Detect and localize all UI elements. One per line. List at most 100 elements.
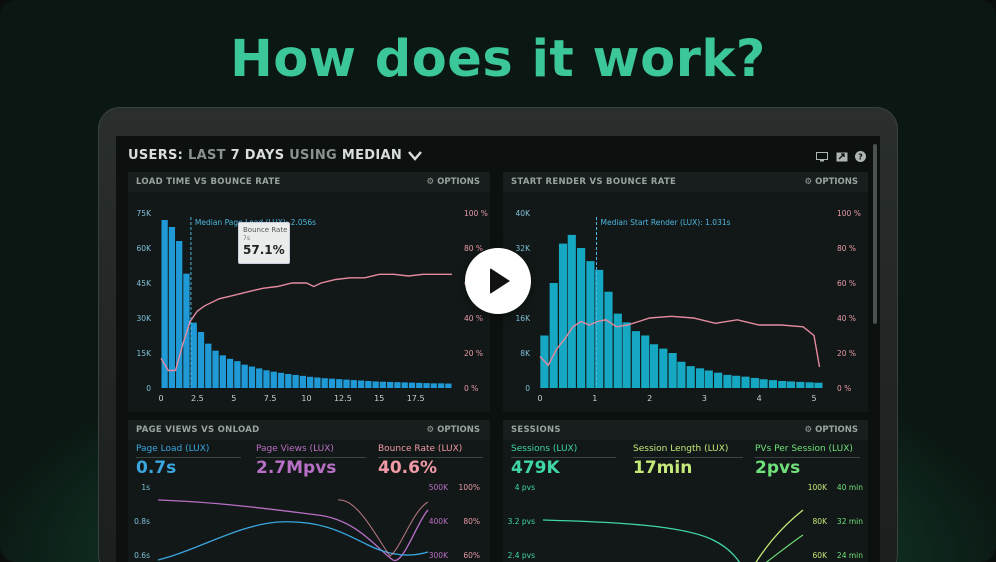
bar bbox=[759, 379, 768, 388]
monitor-icon[interactable] bbox=[816, 152, 828, 162]
title-last: LAST bbox=[188, 148, 226, 163]
metric-value: 0.7s bbox=[136, 458, 177, 478]
y2-tick: 0 % bbox=[837, 384, 851, 393]
y2-tick: 100 % bbox=[464, 209, 488, 218]
options-button[interactable]: ⚙ OPTIONS bbox=[426, 177, 480, 187]
y-tick: 100K bbox=[808, 483, 828, 492]
x-tick: 5 bbox=[231, 394, 236, 403]
y-tick: 32K bbox=[516, 244, 532, 253]
x-tick: 17.5 bbox=[407, 394, 425, 403]
bar bbox=[677, 361, 686, 388]
bar bbox=[796, 381, 805, 388]
bar bbox=[741, 376, 750, 388]
metric-value: 17min bbox=[633, 458, 693, 478]
bar bbox=[750, 377, 759, 388]
y-tick: 40K bbox=[516, 209, 532, 218]
sessions-line-chart: 4 pvs 3.2 pvs 2.4 pvs 100K 80K 60K 40 mi… bbox=[508, 483, 863, 562]
pageviews-line-chart: 1s 0.8s 0.6s 500K 400K 300K 100% 80% 60% bbox=[134, 483, 480, 561]
y-tick: 60K bbox=[813, 551, 829, 560]
y2-tick: 60 % bbox=[837, 279, 856, 288]
metric-value: 40.6% bbox=[378, 458, 437, 478]
bar bbox=[778, 381, 787, 388]
options-button[interactable]: ⚙ OPTIONS bbox=[426, 425, 480, 435]
bar bbox=[365, 381, 372, 388]
options-button[interactable]: ⚙ OPTIONS bbox=[804, 425, 858, 435]
bar bbox=[372, 381, 379, 388]
sessions-line bbox=[755, 509, 804, 562]
legend-label: Page Load (LUX) bbox=[250, 411, 311, 412]
y-tick: 0 bbox=[525, 384, 530, 393]
x-tick: 2.5 bbox=[191, 394, 204, 403]
bar bbox=[786, 381, 796, 388]
metric-label: Page Load (LUX) bbox=[136, 444, 210, 454]
title-days: 7 DAYS bbox=[230, 148, 285, 163]
expand-icon[interactable] bbox=[836, 152, 848, 162]
chart-render-vs-bounce: 40K32K24K16K8K0100 %80 %60 %40 %20 %0 %0… bbox=[516, 209, 861, 412]
y2-tick: 80 % bbox=[837, 244, 856, 253]
y-tick: 0.6s bbox=[134, 551, 150, 560]
x-tick: 3 bbox=[702, 394, 707, 403]
bar bbox=[292, 374, 299, 388]
bar bbox=[197, 332, 205, 388]
pvs-line bbox=[542, 519, 741, 562]
scrollbar[interactable] bbox=[873, 144, 877, 324]
y-tick: 40 min bbox=[837, 483, 863, 492]
bar bbox=[168, 227, 176, 388]
y-tick: 4 pvs bbox=[515, 483, 535, 492]
y2-tick: 80 % bbox=[464, 244, 483, 253]
bar bbox=[343, 379, 350, 388]
bar bbox=[379, 381, 387, 388]
bar bbox=[408, 382, 416, 388]
bar bbox=[256, 368, 263, 388]
session-length-line bbox=[765, 534, 804, 562]
title-users: USERS: bbox=[128, 148, 184, 163]
bar bbox=[285, 374, 292, 388]
legend-label: Bounce Rate bbox=[337, 411, 385, 412]
bar bbox=[350, 380, 357, 388]
bar bbox=[394, 382, 401, 388]
bar bbox=[387, 381, 394, 388]
x-tick: 12.5 bbox=[334, 394, 352, 403]
bar bbox=[668, 353, 677, 388]
y-tick: 300K bbox=[429, 551, 449, 560]
panel-title: START RENDER VS BOUNCE RATE bbox=[511, 177, 677, 187]
x-tick: 5 bbox=[811, 394, 816, 403]
help-icon[interactable]: ? bbox=[855, 151, 866, 162]
y-tick: 80K bbox=[813, 517, 829, 526]
play-icon bbox=[490, 268, 510, 294]
y-tick: 80% bbox=[463, 517, 480, 526]
bar bbox=[659, 348, 668, 388]
y-tick: 8K bbox=[520, 349, 531, 358]
metric-label: PVs Per Session (LUX) bbox=[755, 444, 853, 454]
y-tick: 3.2 pvs bbox=[508, 517, 536, 526]
bar bbox=[299, 375, 306, 388]
legend-label: Start Render (LUX) bbox=[627, 411, 697, 412]
bar bbox=[248, 366, 256, 388]
options-button[interactable]: ⚙ OPTIONS bbox=[804, 177, 858, 187]
y-tick: 45K bbox=[137, 279, 153, 288]
metric-label: Sessions (LUX) bbox=[511, 444, 578, 454]
bar bbox=[577, 248, 586, 388]
bar bbox=[357, 380, 365, 388]
x-tick: 4 bbox=[757, 394, 762, 403]
bar bbox=[176, 241, 183, 388]
bar bbox=[704, 370, 713, 388]
bar bbox=[314, 377, 321, 388]
metric-value: 479K bbox=[511, 458, 560, 478]
y2-tick: 40 % bbox=[464, 314, 483, 323]
tooltip: Bounce Rate 7s 57.1% bbox=[238, 222, 290, 264]
bar bbox=[307, 376, 314, 388]
y2-tick: 20 % bbox=[837, 349, 856, 358]
bar bbox=[270, 371, 277, 388]
bar bbox=[336, 379, 343, 388]
bar bbox=[732, 375, 741, 388]
bar bbox=[631, 331, 640, 388]
y-tick: 100% bbox=[459, 483, 480, 492]
y2-tick: 100 % bbox=[837, 209, 861, 218]
dashboard-title[interactable]: USERS: LAST 7 DAYS USING MEDIAN bbox=[128, 148, 423, 163]
play-button[interactable] bbox=[465, 248, 531, 314]
panel-render-vs-bounce: START RENDER VS BOUNCE RATE ⚙ OPTIONS 40… bbox=[503, 172, 868, 412]
onload-line bbox=[157, 521, 429, 561]
legend-label: Bounce Rate bbox=[722, 411, 770, 412]
